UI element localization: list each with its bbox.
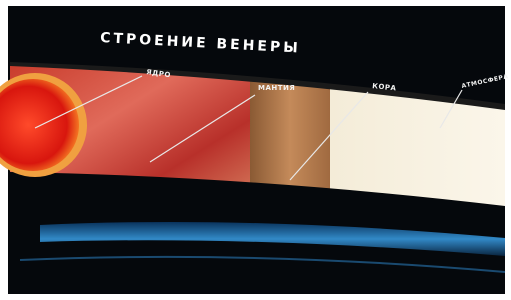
page: {"title": "СТРОЕНИЕ ВЕНЕРЫ", "layers": […: [0, 0, 511, 300]
label: МАНТИЯ: [258, 84, 295, 92]
scene: СТРОЕНИЕ ВЕНЕРЫ ЯДРО МАНТИЯ КОРА АТМОСФЕ…: [0, 0, 511, 300]
